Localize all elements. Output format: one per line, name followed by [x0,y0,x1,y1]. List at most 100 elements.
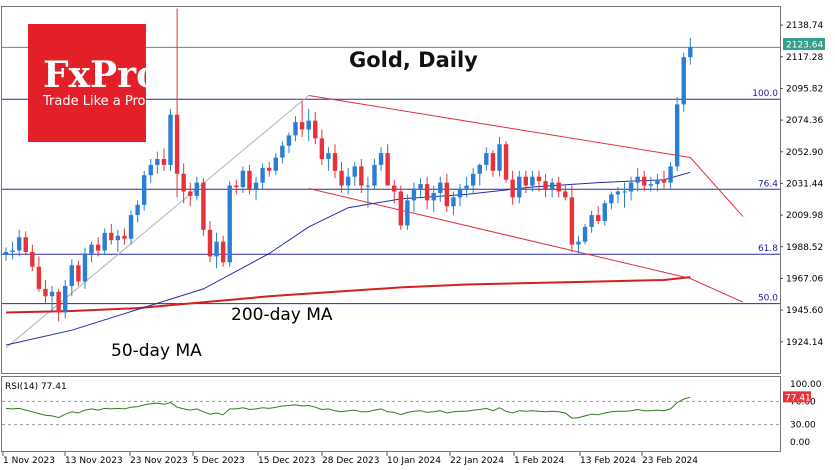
candle-body [109,232,114,241]
rsi-tick-label: 100.00 [790,380,822,390]
price-tick-label: 2074.36 [786,116,823,126]
price-tick-label: 2117.28 [786,53,823,63]
candle [214,232,219,269]
candle-body [135,204,140,216]
candle-body [30,251,35,267]
candle [563,185,568,201]
candle-body [359,166,364,186]
candle-body [319,138,325,160]
candle-body [313,120,318,139]
date-tick-label: 5 Dec 2023 [193,456,245,466]
candle [148,159,153,183]
candle-body [89,244,94,254]
candle [576,235,581,254]
candle [444,173,450,213]
candle [69,259,74,297]
candle [306,108,311,142]
candle-body [174,114,180,174]
main-plot-frame [1,6,781,374]
candle-body [273,157,278,171]
candle-body [457,188,463,198]
candle-body [556,182,561,192]
candle [280,141,285,164]
candle [10,241,15,260]
candle-body [286,135,292,146]
candle-body [609,194,614,204]
candle [372,159,377,189]
candle-body [543,181,548,190]
candle [602,200,607,226]
chart-title: Gold, Daily [349,48,478,72]
candle [299,101,305,137]
candle [95,237,101,257]
ma200-label: 200-day MA [231,305,333,325]
date-tick-label: 10 Jan 2024 [387,456,441,466]
rsi-tick-label: 30.00 [790,421,816,431]
candle-body [43,288,48,297]
candle-body [464,185,469,189]
candle [201,178,206,236]
candle [247,164,252,195]
candle-body [668,166,673,183]
candle [615,187,621,204]
candle [161,148,167,171]
candle-body [385,153,390,186]
moving-averages [5,171,691,346]
candle [582,223,588,245]
candle-body [267,167,272,171]
candle [490,150,496,177]
candle-body [141,175,147,205]
candle-body [234,185,239,188]
candle [3,247,9,261]
candle [648,176,654,192]
price-tick-label: 2009.98 [786,211,823,221]
candle-body [681,57,686,105]
current-price-tag: 2123.64 [783,38,825,51]
candle-body [352,166,357,177]
candle-body [155,159,160,165]
price-tick-label: 2095.82 [786,84,823,94]
candle-body [82,253,88,282]
candle-body [517,176,522,198]
candle-body [201,182,206,230]
candle [378,147,384,171]
candle [392,179,397,204]
candle [365,176,371,208]
candles [3,8,693,322]
rsi-plot-frame [1,376,781,452]
candle-body [569,197,575,245]
candle [89,241,94,263]
candle [470,167,476,195]
price-tick-label: 2138.74 [786,21,823,31]
candle-body [16,237,22,251]
candle [569,185,575,252]
candle [385,144,390,186]
candle [194,176,200,201]
candle-body [655,179,660,185]
candle [188,182,193,207]
date-tick-label: 22 Jan 2024 [450,456,504,466]
candle-body [306,120,311,130]
candle [484,147,489,171]
candle-body [418,184,423,189]
candle [30,244,35,272]
candle [56,288,61,322]
price-tick-label: 1924.14 [786,338,823,348]
candle [418,178,423,198]
candle [286,132,292,154]
candle-body [260,167,265,183]
price-tick-label: 1967.06 [786,274,823,284]
rsi-value-tag: 77.41 [785,393,811,403]
candle [556,176,561,198]
candle-body [503,144,509,180]
candle [451,191,456,216]
candle [497,136,502,177]
rsi-line [5,396,691,419]
candle-body [345,176,351,186]
candle [326,147,331,171]
channel-lower-line [308,188,744,303]
candle-body [576,241,581,245]
candle [36,256,42,292]
candle-body [240,170,246,188]
candle [589,210,594,233]
